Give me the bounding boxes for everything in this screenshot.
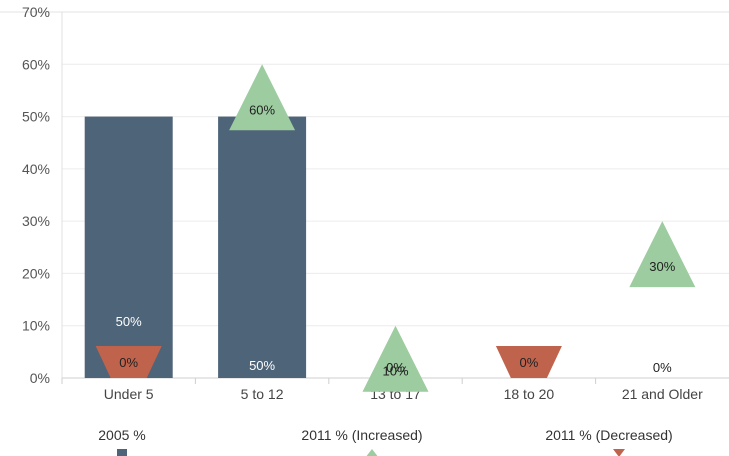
y-tick-label: 70% (22, 4, 50, 20)
y-tick-label: 10% (22, 318, 50, 334)
data-label-increased: 10% (382, 364, 408, 379)
x-tick-label: Under 5 (104, 386, 154, 402)
triangle-increased (229, 64, 296, 131)
bar-2005 (84, 116, 173, 379)
y-tick-label: 0% (30, 370, 50, 386)
legend-swatch-bar (117, 449, 127, 456)
y-tick-label: 30% (22, 213, 50, 229)
triangle-decreased (95, 346, 162, 378)
data-label-decreased: 0% (520, 355, 539, 370)
triangle-increased (362, 325, 429, 392)
triangle-decreased (495, 346, 562, 378)
data-label-zero: 0% (386, 360, 405, 375)
data-label-increased: 60% (249, 102, 275, 117)
x-tick-label: 18 to 20 (504, 386, 555, 402)
legend-swatch-triangle-up (366, 449, 378, 456)
y-tick-label: 40% (22, 161, 50, 177)
legend-label: 2005 % (98, 427, 145, 443)
data-label-2005: 50% (116, 314, 142, 329)
y-tick-label: 20% (22, 265, 50, 281)
data-label-increased: 30% (649, 259, 675, 274)
data-label-decreased: 0% (119, 355, 138, 370)
legend-swatch-triangle-down (613, 449, 625, 456)
triangle-increased (629, 221, 696, 288)
x-tick-label: 5 to 12 (241, 386, 284, 402)
data-label-zero: 0% (653, 360, 672, 375)
y-tick-label: 50% (22, 109, 50, 125)
y-tick-label: 60% (22, 56, 50, 72)
x-tick-label: 21 and Older (622, 386, 703, 402)
legend-label: 2011 % (Decreased) (545, 427, 672, 443)
data-label-2005: 50% (249, 358, 275, 373)
bar-2005 (218, 116, 307, 379)
legend-label: 2011 % (Increased) (301, 427, 422, 443)
